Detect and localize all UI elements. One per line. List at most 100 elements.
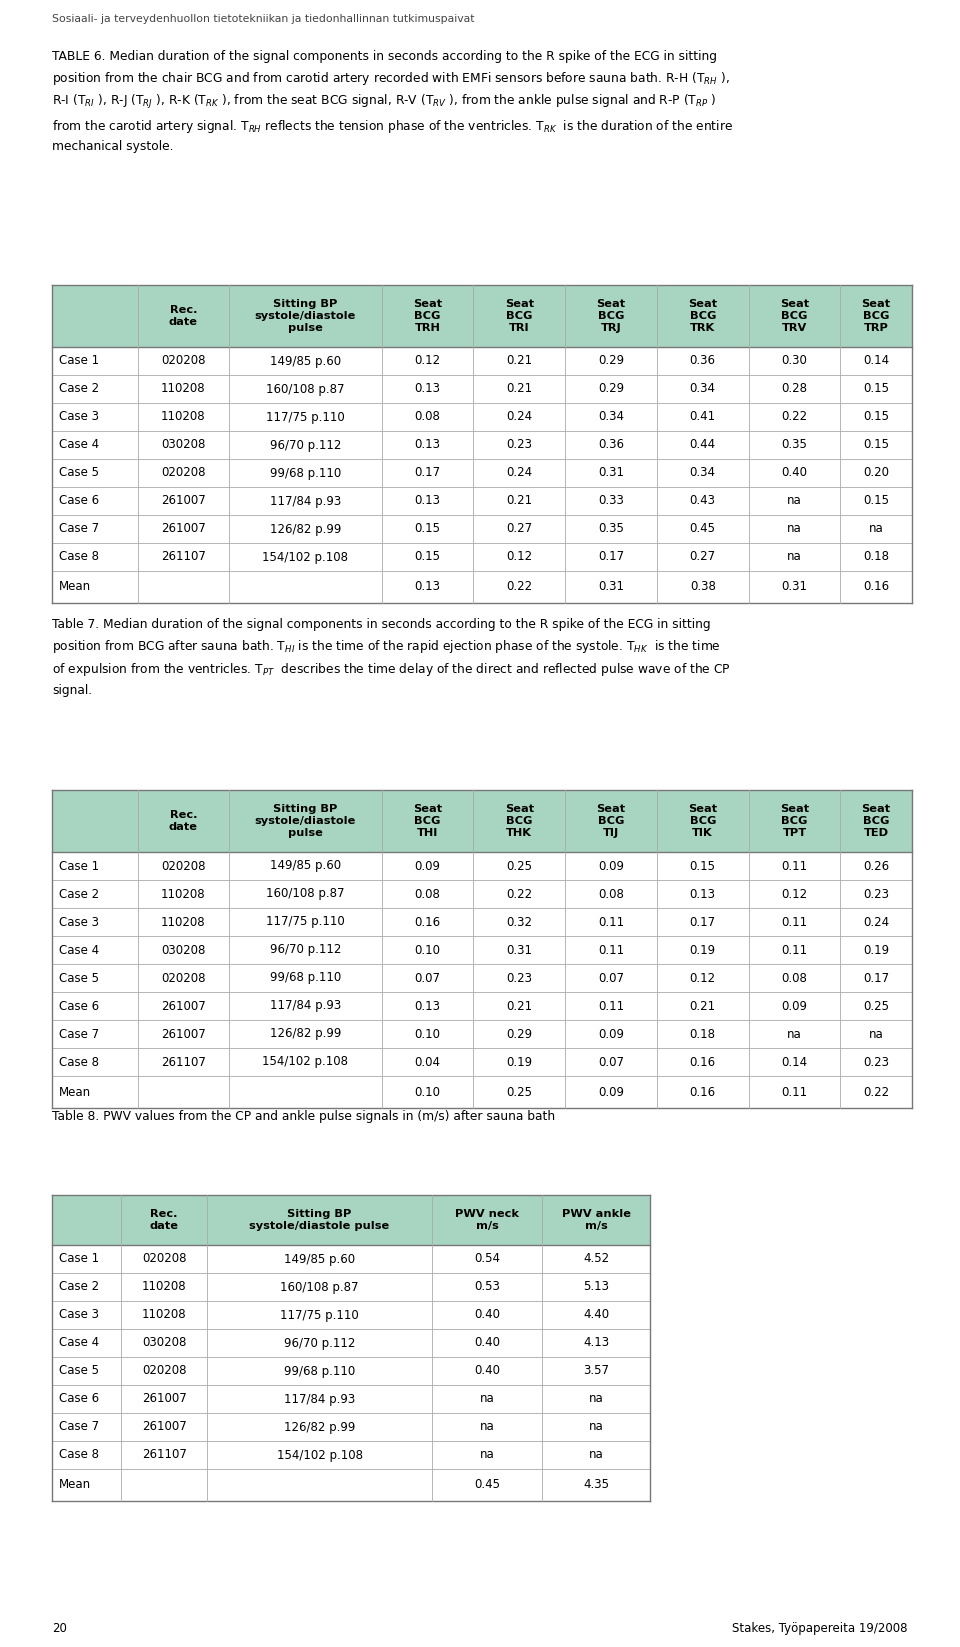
Text: 0.40: 0.40: [781, 466, 807, 479]
Text: 0.19: 0.19: [689, 944, 716, 957]
Text: 160/108 p.87: 160/108 p.87: [280, 1280, 359, 1293]
Text: 0.21: 0.21: [506, 354, 533, 367]
Text: 0.28: 0.28: [781, 382, 807, 395]
Text: 0.20: 0.20: [863, 466, 889, 479]
Text: Case 3: Case 3: [59, 1308, 99, 1321]
Text: 0.15: 0.15: [863, 382, 889, 395]
Text: 020208: 020208: [142, 1364, 186, 1377]
Text: 0.13: 0.13: [415, 382, 441, 395]
Text: 0.14: 0.14: [781, 1056, 807, 1069]
Text: 0.13: 0.13: [415, 438, 441, 451]
Text: 149/85 p.60: 149/85 p.60: [270, 860, 341, 873]
Text: 0.10: 0.10: [415, 1085, 441, 1099]
Text: 0.12: 0.12: [506, 550, 533, 563]
Text: Case 7: Case 7: [59, 1028, 99, 1041]
Text: 0.04: 0.04: [415, 1056, 441, 1069]
Text: 0.16: 0.16: [415, 916, 441, 929]
Text: 0.18: 0.18: [863, 550, 889, 563]
Text: 0.11: 0.11: [781, 944, 807, 957]
Text: 0.23: 0.23: [506, 972, 532, 985]
Text: na: na: [480, 1448, 494, 1461]
Text: 149/85 p.60: 149/85 p.60: [284, 1252, 355, 1265]
Text: 0.13: 0.13: [415, 494, 441, 507]
Bar: [52, 791, 912, 851]
Text: na: na: [787, 550, 802, 563]
Text: 0.19: 0.19: [506, 1056, 533, 1069]
Text: na: na: [869, 522, 883, 535]
Text: 110208: 110208: [161, 916, 205, 929]
Text: 0.12: 0.12: [415, 354, 441, 367]
Text: 0.08: 0.08: [415, 888, 441, 901]
Text: Rec.
date: Rec. date: [169, 810, 198, 832]
Text: 0.17: 0.17: [415, 466, 441, 479]
Text: 0.09: 0.09: [415, 860, 441, 873]
Text: Mean: Mean: [59, 580, 91, 593]
Text: Case 7: Case 7: [59, 522, 99, 535]
Text: 0.23: 0.23: [863, 888, 889, 901]
Text: 0.10: 0.10: [415, 1028, 441, 1041]
Text: 96/70 p.112: 96/70 p.112: [284, 1336, 355, 1349]
Text: 0.25: 0.25: [506, 1085, 532, 1099]
Text: 0.43: 0.43: [689, 494, 716, 507]
Text: 0.11: 0.11: [781, 1085, 807, 1099]
Text: 0.21: 0.21: [506, 494, 533, 507]
Text: 261107: 261107: [161, 550, 205, 563]
Text: 0.24: 0.24: [506, 466, 533, 479]
Text: 0.11: 0.11: [598, 916, 624, 929]
Text: TABLE 6. Median duration of the signal components in seconds according to the R : TABLE 6. Median duration of the signal c…: [52, 49, 733, 153]
Text: 261007: 261007: [161, 522, 205, 535]
Text: 0.24: 0.24: [863, 916, 889, 929]
Text: 126/82 p.99: 126/82 p.99: [270, 1028, 341, 1041]
Text: 117/84 p.93: 117/84 p.93: [270, 1000, 341, 1013]
Text: 0.07: 0.07: [598, 1056, 624, 1069]
Text: Rec.
date: Rec. date: [169, 305, 198, 328]
Text: 117/75 p.110: 117/75 p.110: [266, 410, 345, 423]
Text: 126/82 p.99: 126/82 p.99: [284, 1420, 355, 1433]
Text: 0.21: 0.21: [506, 382, 533, 395]
Text: Seat
BCG
TRJ: Seat BCG TRJ: [596, 300, 626, 333]
Text: 0.54: 0.54: [474, 1252, 500, 1265]
Text: Seat
BCG
TIJ: Seat BCG TIJ: [596, 804, 626, 838]
Text: 0.53: 0.53: [474, 1280, 500, 1293]
Text: Case 7: Case 7: [59, 1420, 99, 1433]
Text: 149/85 p.60: 149/85 p.60: [270, 354, 341, 367]
Text: 0.08: 0.08: [415, 410, 441, 423]
Text: Seat
BCG
TED: Seat BCG TED: [862, 804, 891, 838]
Text: 0.14: 0.14: [863, 354, 889, 367]
Text: 0.29: 0.29: [598, 382, 624, 395]
Text: 0.29: 0.29: [598, 354, 624, 367]
Text: 0.31: 0.31: [598, 580, 624, 593]
Text: 0.16: 0.16: [689, 1056, 716, 1069]
Text: 110208: 110208: [142, 1280, 186, 1293]
Text: 0.09: 0.09: [598, 1028, 624, 1041]
Text: 030208: 030208: [142, 1336, 186, 1349]
Text: 261007: 261007: [161, 1000, 205, 1013]
Text: Rec.
date: Rec. date: [150, 1209, 179, 1230]
Text: 4.52: 4.52: [583, 1252, 610, 1265]
Text: 0.17: 0.17: [598, 550, 624, 563]
Text: Seat
BCG
TRV: Seat BCG TRV: [780, 300, 809, 333]
Text: 0.24: 0.24: [506, 410, 533, 423]
Text: Case 2: Case 2: [59, 1280, 99, 1293]
Text: 0.38: 0.38: [690, 580, 715, 593]
Text: 0.34: 0.34: [689, 466, 716, 479]
Text: 0.44: 0.44: [689, 438, 716, 451]
Text: na: na: [480, 1420, 494, 1433]
Text: Sitting BP
systole/diastole pulse: Sitting BP systole/diastole pulse: [250, 1209, 390, 1230]
Text: 0.11: 0.11: [781, 860, 807, 873]
Text: Case 4: Case 4: [59, 944, 99, 957]
Text: 4.40: 4.40: [583, 1308, 610, 1321]
Text: 110208: 110208: [161, 382, 205, 395]
Text: 0.13: 0.13: [689, 888, 716, 901]
Text: 0.21: 0.21: [506, 1000, 533, 1013]
Text: Seat
BCG
TRK: Seat BCG TRK: [688, 300, 717, 333]
Text: 020208: 020208: [161, 860, 205, 873]
Bar: [52, 285, 912, 348]
Text: Sosiaali- ja terveydenhuollon tietotekniikan ja tiedonhallinnan tutkimuspaivat: Sosiaali- ja terveydenhuollon tietotekni…: [52, 15, 474, 25]
Text: 261107: 261107: [161, 1056, 205, 1069]
Text: 261007: 261007: [161, 494, 205, 507]
Text: Case 1: Case 1: [59, 354, 99, 367]
Text: 0.21: 0.21: [689, 1000, 716, 1013]
Text: 0.36: 0.36: [598, 438, 624, 451]
Text: Case 6: Case 6: [59, 1392, 99, 1405]
